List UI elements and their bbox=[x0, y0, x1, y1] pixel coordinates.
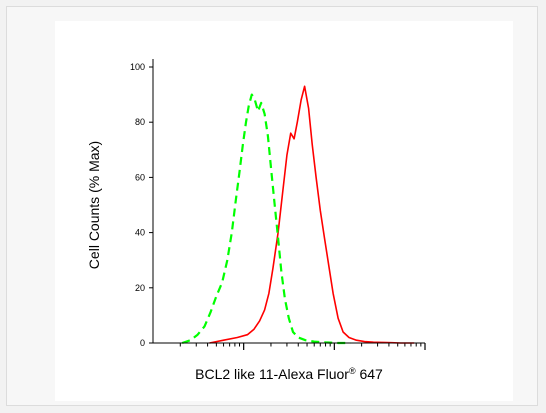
y-tick-label: 20 bbox=[135, 283, 145, 293]
y-tick-label: 100 bbox=[130, 62, 145, 72]
y-tick-label: 0 bbox=[140, 338, 145, 348]
y-axis-title: Cell Counts (% Max) bbox=[86, 141, 102, 269]
y-axis-ticks: 0 20 40 60 80 100 bbox=[130, 62, 153, 348]
x-axis-title: BCL2 like 11-Alexa Fluor® 647 bbox=[195, 366, 383, 382]
series-line-0 bbox=[209, 85, 415, 344]
y-tick-label: 40 bbox=[135, 228, 145, 238]
figure-frame: 0 20 40 60 80 100 Cell Counts (% Max) BCL2 li… bbox=[6, 6, 538, 406]
histogram-chart: 0 20 40 60 80 100 Cell Counts (% Max) BCL2 li… bbox=[86, 59, 426, 382]
chart-card: 0 20 40 60 80 100 Cell Counts (% Max) BCL2 li… bbox=[55, 21, 513, 401]
y-tick-label: 80 bbox=[135, 117, 145, 127]
x-axis-ticks bbox=[179, 343, 426, 350]
series-line-1 bbox=[181, 93, 351, 345]
x-axis-title-registered: ® bbox=[349, 366, 356, 376]
x-axis-title-main: BCL2 like 11-Alexa Fluor bbox=[195, 366, 349, 382]
series-layer bbox=[181, 85, 415, 345]
y-tick-label: 60 bbox=[135, 172, 145, 182]
x-axis-title-suffix: 647 bbox=[356, 366, 383, 382]
